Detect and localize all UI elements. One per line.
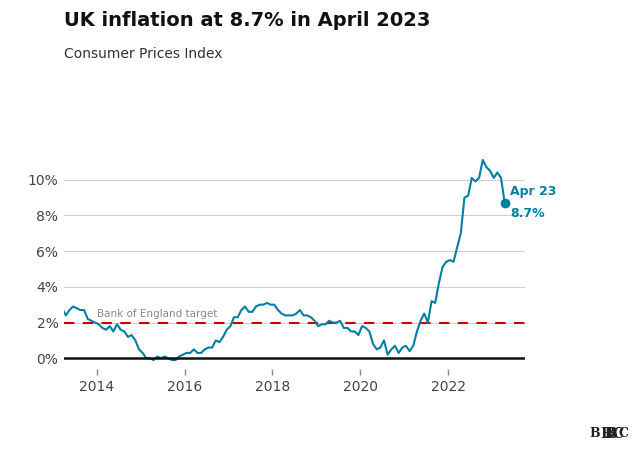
Text: B: B	[600, 427, 612, 441]
Text: B: B	[606, 427, 618, 441]
Text: Consumer Prices Index: Consumer Prices Index	[64, 47, 223, 61]
Text: C: C	[618, 428, 628, 440]
Text: B: B	[590, 428, 600, 440]
FancyBboxPatch shape	[604, 423, 621, 444]
Text: B: B	[604, 428, 614, 440]
Bar	[616, 420, 629, 447]
Text: C: C	[612, 427, 623, 441]
Bar	[588, 420, 601, 447]
Bar	[602, 420, 615, 447]
FancyBboxPatch shape	[609, 423, 627, 444]
FancyBboxPatch shape	[597, 423, 615, 444]
Text: UK inflation at 8.7% in April 2023: UK inflation at 8.7% in April 2023	[64, 11, 430, 30]
Text: Bank of England target: Bank of England target	[97, 309, 218, 320]
Text: 8.7%: 8.7%	[510, 207, 545, 220]
Text: Source: Office for National Statistics: Source: Office for National Statistics	[10, 428, 223, 440]
Text: Apr 23: Apr 23	[510, 185, 556, 198]
